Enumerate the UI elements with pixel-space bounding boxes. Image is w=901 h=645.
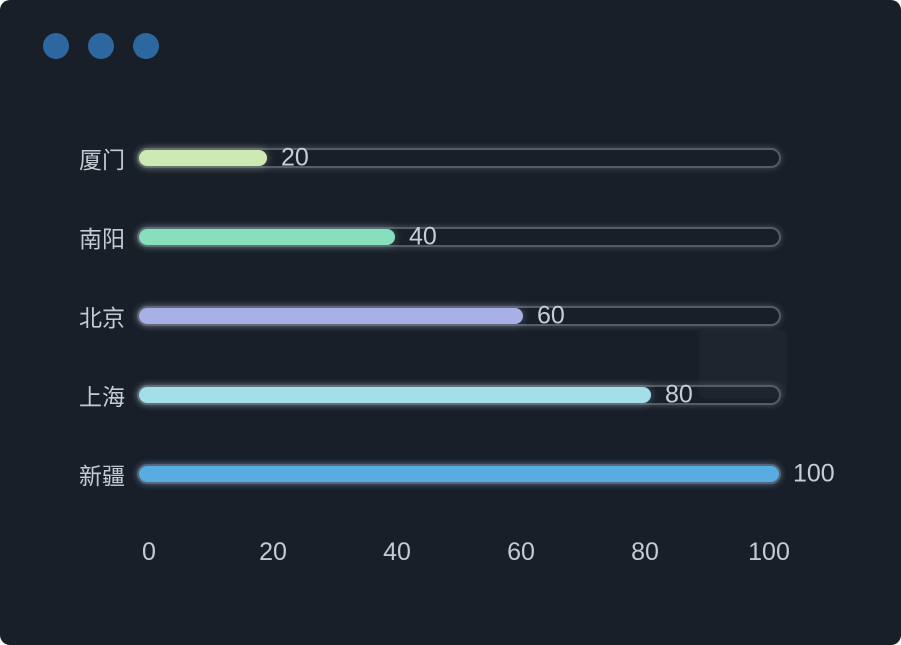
category-label: 上海: [79, 383, 125, 410]
x-axis-tick: 40: [383, 538, 411, 566]
category-label: 南阳: [79, 225, 125, 252]
bar-track: 100: [137, 459, 835, 487]
x-axis: 0 20 40 60 80 100: [60, 513, 790, 593]
bar-fill[interactable]: [139, 228, 395, 245]
x-axis-tick: 0: [142, 538, 156, 566]
bar-fill[interactable]: [139, 465, 779, 482]
chart-rows: 厦门 20 南阳 40 北京 60 上海 80 新疆 100: [60, 118, 835, 513]
bar-track: 60: [137, 301, 781, 329]
bar-fill[interactable]: [139, 149, 267, 166]
x-axis-tick: 20: [259, 538, 287, 566]
bar-track: 40: [137, 222, 781, 250]
chart-row: 厦门 20: [60, 118, 781, 197]
bar-fill[interactable]: [139, 386, 651, 403]
category-label: 厦门: [79, 146, 125, 173]
bar-track: 20: [137, 143, 781, 171]
window-dot-close[interactable]: [43, 33, 69, 59]
value-label: 80: [665, 380, 693, 408]
x-axis-tick: 100: [748, 538, 790, 566]
value-label: 100: [793, 459, 835, 487]
bar-track: 80: [137, 380, 781, 408]
bar-fill[interactable]: [139, 307, 523, 324]
category-label: 北京: [79, 304, 125, 331]
chart-row: 新疆 100: [60, 434, 835, 513]
window-dot-maximize[interactable]: [133, 33, 159, 59]
chart-row: 上海 80: [60, 355, 781, 434]
x-axis-tick: 60: [507, 538, 535, 566]
value-label: 60: [537, 301, 565, 329]
value-label: 40: [409, 222, 437, 250]
bar-chart: 厦门 20 南阳 40 北京 60 上海 80 新疆 100: [60, 118, 835, 593]
window-dot-minimize[interactable]: [88, 33, 114, 59]
window-controls: [43, 33, 159, 59]
chart-row: 南阳 40: [60, 197, 781, 276]
value-label: 20: [281, 143, 309, 171]
x-axis-tick: 80: [631, 538, 659, 566]
chart-row: 北京 60: [60, 276, 781, 355]
category-label: 新疆: [79, 462, 125, 489]
x-axis-ticks: 0 20 40 60 80 100: [142, 538, 790, 568]
